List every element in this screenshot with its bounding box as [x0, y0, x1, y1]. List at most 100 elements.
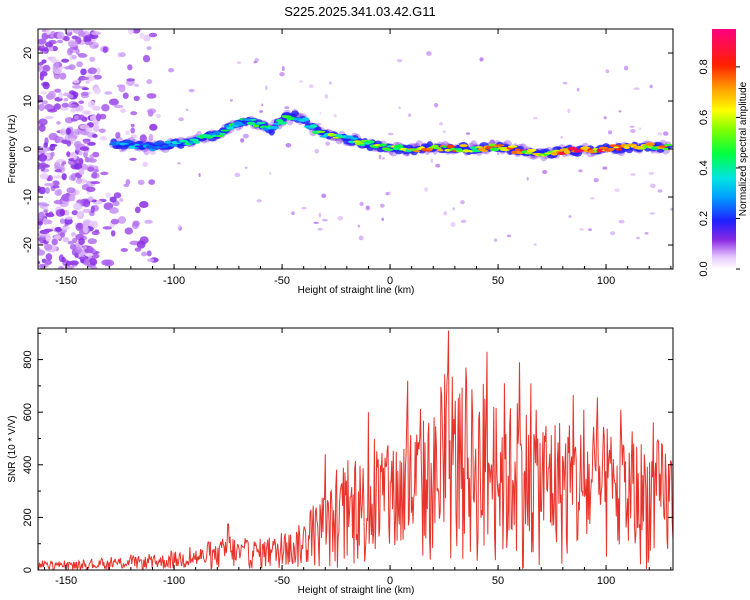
- x-tick-label: -50: [274, 275, 290, 287]
- x-tick-label: 50: [492, 575, 504, 587]
- noise-speck: [45, 212, 49, 216]
- noise-speck: [61, 173, 67, 181]
- noise-speck: [259, 110, 264, 113]
- noise-speck: [82, 245, 88, 250]
- noise-speck: [44, 103, 53, 110]
- noise-speck: [96, 113, 102, 122]
- noise-speck: [91, 31, 101, 36]
- noise-speck: [120, 108, 126, 113]
- noise-speck: [38, 38, 47, 45]
- noise-speck: [132, 220, 140, 227]
- colorbar-ticks: 0.0 0.2 0.4 0.6 0.8: [698, 59, 740, 277]
- noise-speck: [319, 112, 322, 115]
- noise-speck: [146, 258, 155, 263]
- noise-speck: [38, 249, 45, 256]
- noise-speck: [39, 229, 50, 235]
- ridge-mark: [246, 121, 256, 126]
- noise-speck: [322, 218, 328, 222]
- noise-speck: [45, 187, 50, 194]
- noise-speck: [80, 91, 89, 96]
- noise-speck: [89, 56, 96, 63]
- y-tick-label: 200: [22, 508, 34, 526]
- noise-speck: [113, 192, 122, 199]
- noise-speck: [301, 206, 307, 210]
- noise-speck: [379, 203, 385, 208]
- noise-speck: [85, 127, 93, 132]
- noise-speck: [54, 62, 60, 70]
- noise-speck: [80, 76, 90, 81]
- noise-speck: [73, 128, 78, 136]
- noise-speck: [236, 61, 242, 64]
- noise-speck: [101, 104, 110, 112]
- ridge-mark: [124, 140, 134, 144]
- noise-speck: [56, 121, 61, 125]
- noise-speck: [82, 87, 89, 91]
- ridge-mark: [350, 137, 359, 140]
- noise-speck: [624, 65, 629, 71]
- ridge-mark: [514, 148, 521, 151]
- noise-speck: [329, 81, 332, 85]
- noise-speck: [142, 161, 148, 167]
- noise-speck: [47, 90, 56, 99]
- noise-speck: [603, 116, 607, 120]
- x-tick-label: -100: [163, 575, 185, 587]
- noise-speck: [156, 113, 161, 119]
- heatmap-y-label: Frequency (Hz): [7, 115, 18, 184]
- noise-speck: [92, 133, 98, 138]
- noise-speck: [44, 115, 54, 120]
- colorbar-tick-label: 0.6: [698, 110, 710, 125]
- noise-speck: [87, 238, 98, 245]
- noise-speck: [633, 87, 640, 90]
- noise-speck: [68, 41, 78, 45]
- noise-speck: [87, 67, 98, 75]
- noise-speck: [590, 197, 595, 200]
- noise-speck: [130, 127, 135, 134]
- ridge-mark: [379, 143, 387, 147]
- noise-speck: [142, 54, 151, 63]
- noise-speck: [38, 162, 42, 170]
- ridge-mark: [291, 110, 299, 117]
- noise-speck: [69, 244, 77, 250]
- y-tick-label: -10: [22, 189, 34, 205]
- noise-speck: [85, 186, 96, 192]
- noise-speck: [253, 60, 258, 64]
- noise-speck: [90, 265, 98, 269]
- noise-speck: [630, 129, 636, 133]
- noise-speck: [38, 260, 41, 265]
- noise-speck: [52, 185, 60, 189]
- noise-speck: [285, 143, 292, 148]
- noise-speck: [87, 141, 96, 146]
- ridge-mark: [316, 130, 326, 133]
- noise-speck: [178, 117, 185, 122]
- noise-speck: [143, 148, 150, 156]
- noise-speck: [65, 127, 72, 135]
- noise-speck: [38, 211, 45, 220]
- noise-speck: [139, 32, 145, 39]
- noise-speck: [388, 191, 391, 196]
- noise-speck: [198, 173, 201, 177]
- noise-speck: [134, 247, 142, 252]
- noise-speck: [240, 138, 245, 143]
- noise-speck: [146, 93, 157, 99]
- noise-speck: [424, 187, 428, 193]
- noise-speck: [119, 52, 126, 58]
- noise-speck: [44, 259, 52, 265]
- ridge-mark: [563, 150, 571, 154]
- noise-speck: [644, 231, 649, 235]
- noise-speck: [562, 81, 568, 85]
- noise-speck: [433, 102, 439, 108]
- snr-panel: -150 -100 -50 0 50 100 0 200 400 600 800 Height o…: [7, 327, 674, 596]
- ridge-mark: [489, 147, 500, 152]
- noise-speck: [63, 97, 69, 102]
- noise-speck: [608, 130, 613, 135]
- ridge-mark: [256, 121, 266, 125]
- noise-speck: [60, 226, 71, 230]
- noise-speck: [45, 41, 54, 48]
- noise-speck: [168, 68, 175, 73]
- noise-speck: [629, 125, 635, 128]
- ridge-mark: [205, 136, 214, 139]
- noise-speck: [143, 34, 151, 42]
- noise-speck: [526, 176, 529, 181]
- noise-speck: [71, 54, 77, 59]
- ridge-mark: [638, 147, 646, 150]
